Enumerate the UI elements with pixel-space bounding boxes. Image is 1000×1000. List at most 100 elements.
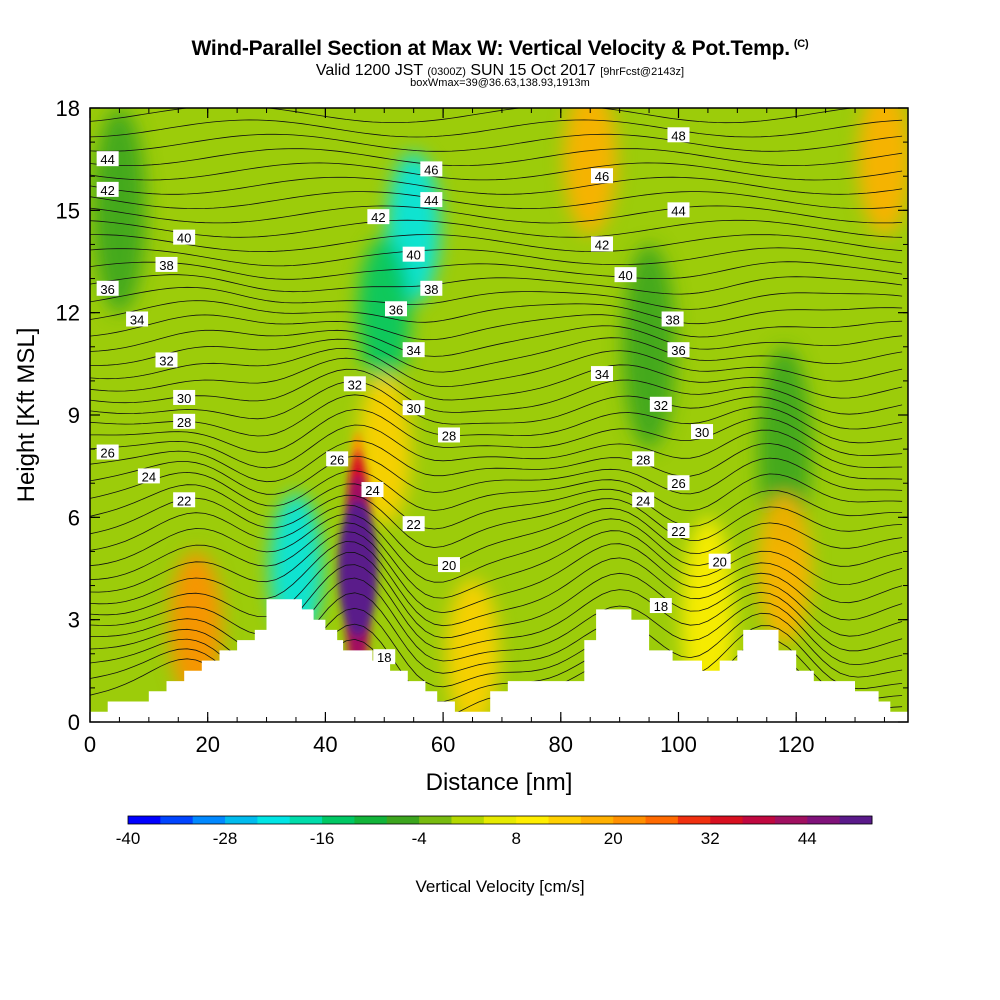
isotherm-label-bg [96, 280, 119, 296]
isotherm-label: 24 [636, 493, 650, 508]
y-tick-label: 9 [68, 403, 80, 428]
isotherm-label: 28 [177, 415, 191, 430]
isotherm-label: 28 [442, 428, 456, 443]
isotherm-line [90, 314, 903, 341]
colorbar-swatch [774, 816, 808, 824]
isotherm-label-bg [437, 557, 460, 573]
isotherm-label: 20 [442, 558, 456, 573]
isotherm-label: 42 [595, 237, 609, 252]
chart-title: Wind-Parallel Section at Max W: Vertical… [0, 37, 1000, 61]
isotherm-line [90, 205, 903, 224]
colorbar-swatch [419, 816, 452, 824]
isotherm-label-bg [590, 236, 613, 252]
isotherm-label: 26 [671, 476, 685, 491]
colorbar-tick-label: -40 [116, 829, 141, 848]
isotherm-label: 34 [406, 343, 420, 358]
x-tick-label: 40 [313, 732, 337, 757]
isotherm-label: 38 [665, 312, 679, 327]
colorbar-swatch [322, 816, 355, 824]
isotherm-label-bg [96, 151, 119, 167]
colorbar-swatch [516, 816, 550, 824]
colorbar-swatch [225, 816, 258, 824]
velocity-blob [357, 237, 411, 388]
isotherm-label: 42 [371, 210, 385, 225]
x-tick-label: 100 [660, 732, 697, 757]
colorbar-tick-label: 20 [604, 829, 623, 848]
isotherm-label-bg [632, 492, 655, 508]
isotherm-label: 20 [712, 555, 726, 570]
isotherm-line [90, 440, 903, 483]
colorbar-tick-label: -16 [310, 829, 335, 848]
isotherm-label-bg [96, 444, 119, 460]
forecast-info: [9hrFcst@2143z] [600, 66, 685, 78]
isotherm-label-bg [667, 342, 690, 358]
isotherm-line [90, 337, 903, 373]
isotherm-line [90, 455, 903, 495]
colorbar: -40 -28 -16 -4 8 20 32 44 [116, 815, 873, 848]
isotherm-line [90, 357, 903, 401]
isotherm-label-bg [373, 649, 396, 665]
isotherm-line [90, 564, 903, 652]
terrain-shape [90, 599, 908, 722]
colorbar-swatch [160, 816, 194, 824]
y-tick-label: 15 [56, 198, 80, 223]
isotherm-line [90, 513, 903, 583]
isotherm-label-bg [632, 451, 655, 467]
isotherm-label-bg [667, 127, 690, 143]
isotherm-label: 44 [424, 193, 438, 208]
isotherm-line [90, 274, 903, 295]
isotherm-line [90, 347, 903, 388]
colorbar-label: Vertical Velocity [cm/s] [415, 877, 585, 896]
colorbar-swatch [807, 816, 841, 824]
box-info: boxWmax=39@36.63,138.93,1913m [410, 77, 590, 89]
isotherm-line [90, 133, 903, 152]
isotherm-line [90, 108, 857, 124]
isotherm-label: 18 [654, 599, 668, 614]
isotherm-line [90, 483, 903, 530]
isotherm-label: 40 [618, 268, 632, 283]
colorbar-tick-label: 8 [511, 829, 520, 848]
isotherm-line [90, 325, 903, 357]
colorbar-swatch [354, 816, 388, 824]
isotherm-label-bg [137, 468, 160, 484]
colorbar-swatch [742, 816, 776, 824]
isotherm-line [90, 541, 903, 627]
y-tick-label: 12 [56, 301, 80, 326]
isotherm-labels: 44 42 40 38 36 34 32 30 28 26 24 22 46 44 42 40 38 36 34 32… [96, 127, 731, 665]
valid-date: SUN 15 Oct 2017 [470, 62, 596, 79]
isotherm-label-bg [173, 492, 196, 508]
y-axis-label: Height [Kft MSL] [13, 328, 40, 503]
isotherm-label-bg [649, 396, 672, 412]
isotherm-label: 30 [695, 425, 709, 440]
colorbar-swatch [645, 816, 679, 824]
isotherm-label-bg [437, 427, 460, 443]
isotherm-line [90, 577, 903, 666]
x-tick-label: 0 [84, 732, 96, 757]
x-tick-label: 120 [778, 732, 815, 757]
isotherm-label: 24 [142, 469, 156, 484]
isotherm-label-bg [385, 301, 408, 317]
colorbar-swatch [548, 816, 582, 824]
isotherm-label-bg [667, 475, 690, 491]
isotherm-label: 30 [406, 401, 420, 416]
isotherm-line [90, 494, 903, 548]
velocity-blob [857, 108, 908, 235]
isotherm-line [90, 191, 903, 210]
updraft-core [338, 432, 378, 705]
isotherm-line [90, 219, 903, 238]
isotherm-label-bg [590, 168, 613, 184]
isotherm-label-bg [420, 161, 443, 177]
isotherm-line [90, 531, 903, 614]
isotherm-label: 34 [595, 367, 609, 382]
colorbar-frame [127, 815, 873, 825]
isotherm-label: 22 [177, 493, 191, 508]
isotherm-line [90, 148, 903, 167]
isotherm-label: 38 [424, 282, 438, 297]
colorbar-swatch [839, 816, 873, 824]
isotherm-label-bg [667, 202, 690, 218]
isotherm-label: 28 [636, 452, 650, 467]
isotherm-label-bg [402, 400, 425, 416]
isotherm-label: 32 [654, 398, 668, 413]
x-tick-label: 80 [549, 732, 573, 757]
colorbar-swatch [710, 816, 744, 824]
